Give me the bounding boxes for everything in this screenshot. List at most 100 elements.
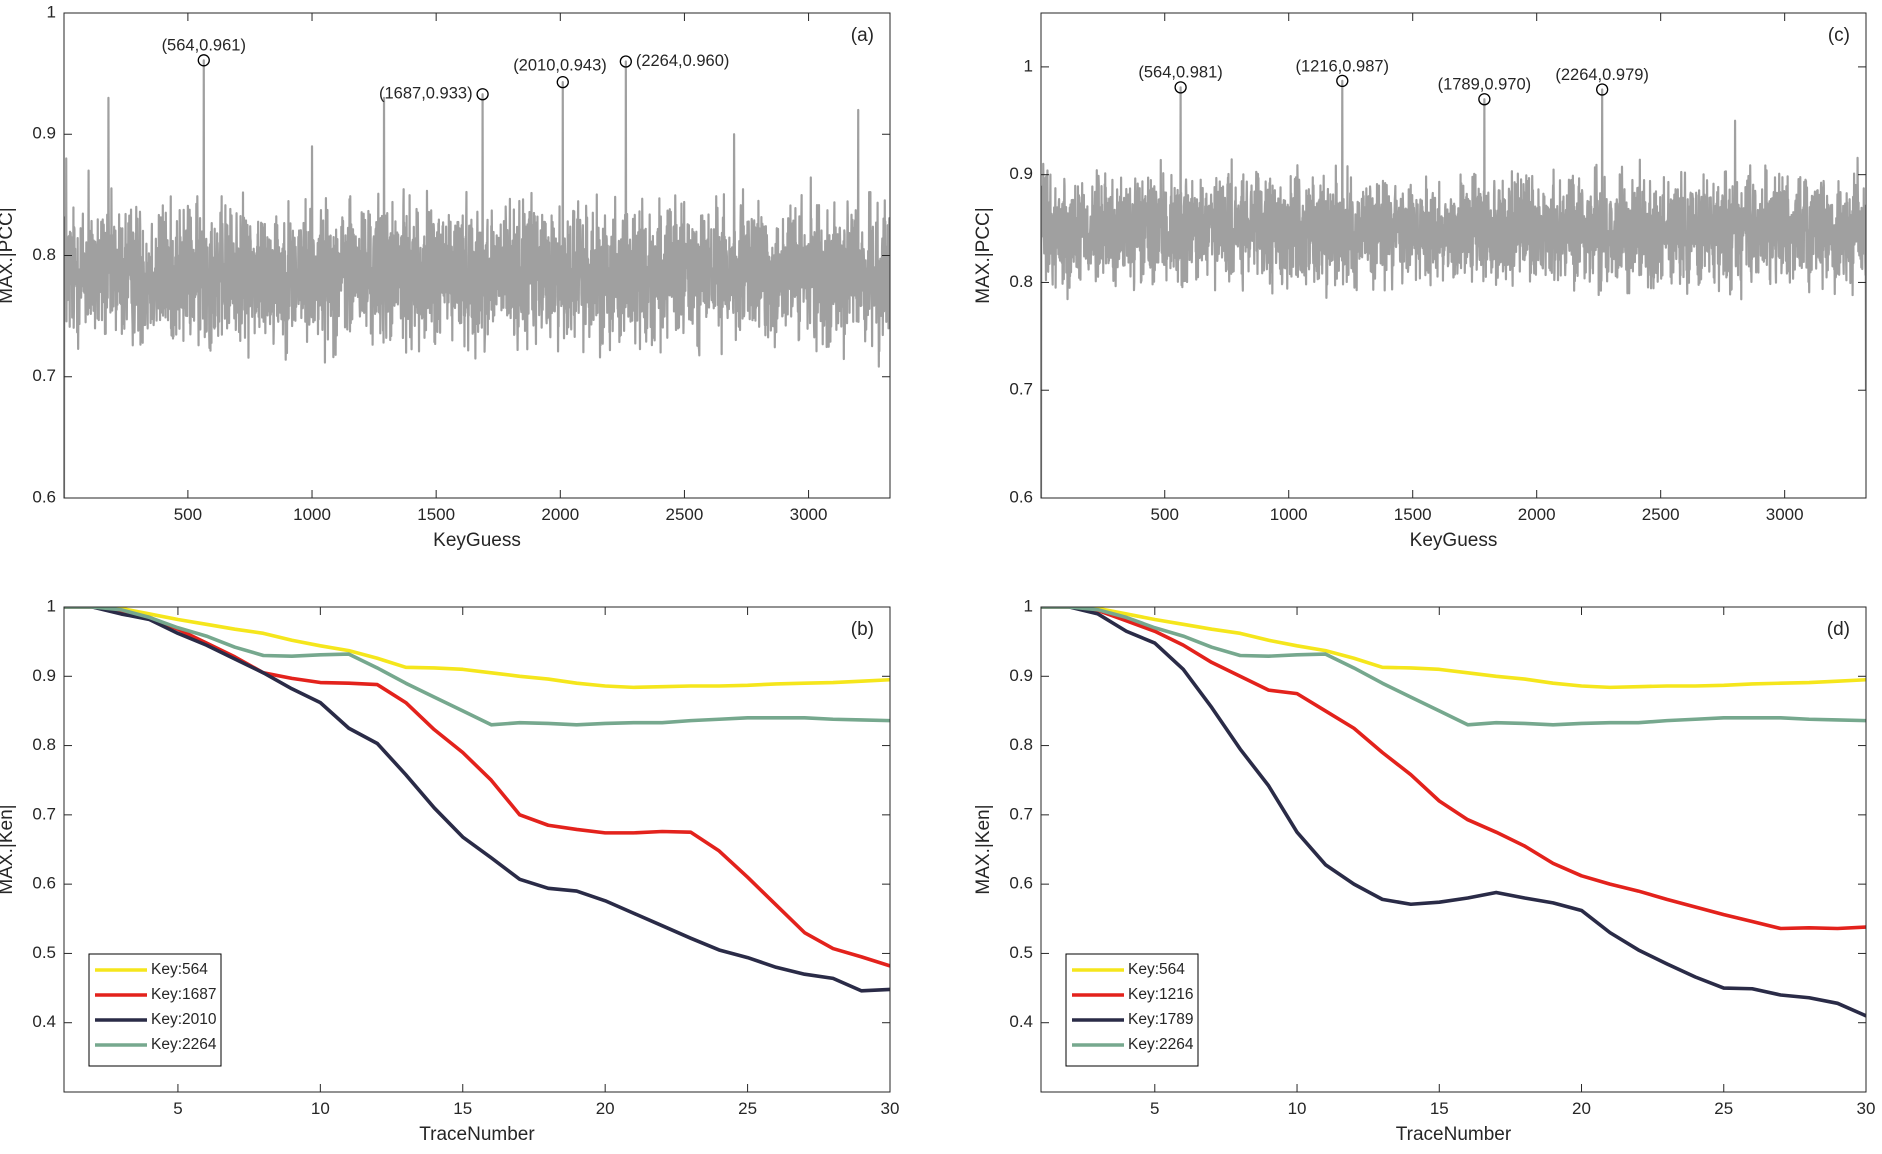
x-tick-label: 10 [311, 1099, 330, 1118]
y-tick-label: 0.9 [32, 666, 56, 685]
peak-label: (2264,0.960) [636, 52, 730, 70]
y-tick-label: 0.8 [32, 245, 56, 264]
y-axis-label: MAX.|PCC| [0, 207, 17, 303]
legend-label: Key:1789 [1128, 1011, 1194, 1028]
x-axis-label: TraceNumber [1396, 1124, 1512, 1145]
y-tick-label: 0.7 [32, 366, 56, 385]
axes-frame [1040, 606, 1867, 1093]
x-tick-label: 5 [173, 1099, 182, 1118]
legend-box [1065, 953, 1199, 1067]
y-tick-label: 0.5 [1009, 943, 1033, 962]
y-tick-label: 1 [1024, 596, 1033, 615]
series-line [1041, 607, 1866, 931]
peak-marker [1336, 74, 1349, 88]
x-tick-label: 500 [174, 505, 202, 524]
panel-b: Key:564 Key:1687 Key:2010 Key:2264 5 10 15 20 25… [0, 596, 899, 1145]
panel-d: Key:564 Key:1216 Key:1789 Key:2264 5 10 15 20 25… [973, 596, 1875, 1145]
y-tick-label: 0.8 [1009, 735, 1033, 754]
x-tick-label: 1500 [417, 505, 455, 524]
x-tick-label: 5 [1150, 1099, 1159, 1118]
y-tick-label: 0.9 [1009, 164, 1033, 183]
trace-line [1041, 79, 1866, 498]
series-line [1041, 607, 1866, 1018]
y-axis-label: MAX.|Ken| [0, 804, 17, 894]
peak-marker [476, 88, 489, 101]
x-tick-label: 2000 [1518, 505, 1556, 524]
y-tick-label: 0.6 [32, 874, 56, 893]
x-tick-label: 20 [1572, 1099, 1591, 1118]
x-tick-label: 25 [738, 1099, 757, 1118]
plot-area [64, 607, 890, 993]
legend-label: Key:564 [151, 961, 208, 978]
legend-label: Key:564 [1128, 961, 1185, 978]
peak-marker [1478, 93, 1491, 106]
y-tick-label: 0.8 [32, 735, 56, 754]
x-tick-label: 3000 [790, 505, 828, 524]
peak-marker [1174, 81, 1187, 94]
peak-label: (1789,0.970) [1438, 76, 1532, 94]
x-tick-label: 15 [453, 1099, 472, 1118]
plot-area [64, 59, 890, 498]
series-line [64, 607, 890, 993]
series-line [1041, 607, 1866, 690]
x-tick-label: 25 [1714, 1099, 1733, 1118]
x-tick-label: 1000 [1270, 505, 1308, 524]
x-axis-label: KeyGuess [433, 530, 521, 551]
peak-marker [556, 75, 569, 89]
series-line [64, 607, 890, 968]
plot-area [1041, 79, 1866, 498]
peak-label: (2010,0.943) [513, 56, 607, 74]
y-tick-label: 1 [47, 2, 56, 21]
y-tick-label: 0.4 [32, 1012, 56, 1031]
x-axis-label: TraceNumber [419, 1124, 535, 1145]
y-tick-label: 0.9 [32, 124, 56, 143]
y-tick-label: 0.8 [1009, 272, 1033, 291]
legend-box [88, 953, 222, 1067]
y-tick-label: 0.7 [1009, 804, 1033, 823]
series-line [64, 607, 890, 727]
series-line [1041, 607, 1866, 727]
plot-area [1041, 607, 1866, 1018]
x-tick-label: 10 [1288, 1099, 1307, 1118]
y-tick-label: 0.6 [1009, 874, 1033, 893]
y-tick-label: 0.7 [1009, 380, 1033, 399]
x-tick-label: 20 [596, 1099, 615, 1118]
y-tick-label: 0.9 [1009, 666, 1033, 685]
peak-label: (1687,0.933) [379, 85, 473, 103]
peak-marker [1596, 83, 1609, 96]
y-axis-label: MAX.|PCC| [973, 207, 994, 303]
panel-label: (a) [851, 25, 874, 46]
y-tick-label: 1 [1024, 56, 1033, 75]
x-tick-label: 2500 [1642, 505, 1680, 524]
legend-label: Key:1216 [1128, 986, 1194, 1003]
axes-frame [1040, 12, 1867, 499]
y-tick-label: 0.5 [32, 943, 56, 962]
peak-label: (564,0.981) [1138, 64, 1222, 82]
y-tick-label: 0.7 [32, 804, 56, 823]
x-tick-label: 15 [1430, 1099, 1449, 1118]
panel-c: (564,0.981) (1216,0.987) (1789,0.970) (2264… [973, 12, 1867, 551]
x-tick-label: 500 [1151, 505, 1179, 524]
series-line [64, 607, 890, 690]
panel-label: (d) [1827, 619, 1850, 640]
peak-label: (2264,0.979) [1555, 66, 1649, 84]
peak-label: (1216,0.987) [1295, 57, 1389, 75]
x-tick-label: 30 [881, 1099, 900, 1118]
panel-a: (564,0.961) (1687,0.933) (2010,0.943) (2264… [0, 2, 891, 551]
x-axis-label: KeyGuess [1410, 530, 1498, 551]
legend-label: Key:2010 [151, 1011, 217, 1028]
x-tick-label: 3000 [1766, 505, 1804, 524]
y-tick-label: 0.6 [1009, 487, 1033, 506]
x-tick-label: 1000 [293, 505, 331, 524]
y-tick-label: 0.6 [32, 487, 56, 506]
trace-line [64, 59, 890, 498]
axes-frame [63, 606, 891, 1093]
y-tick-label: 0.4 [1009, 1012, 1033, 1031]
legend-label: Key:1687 [151, 986, 217, 1003]
x-tick-label: 2000 [541, 505, 579, 524]
legend-label: Key:2264 [151, 1036, 217, 1053]
panel-label: (c) [1828, 25, 1850, 46]
legend-label: Key:2264 [1128, 1036, 1194, 1053]
y-tick-label: 1 [47, 596, 56, 615]
